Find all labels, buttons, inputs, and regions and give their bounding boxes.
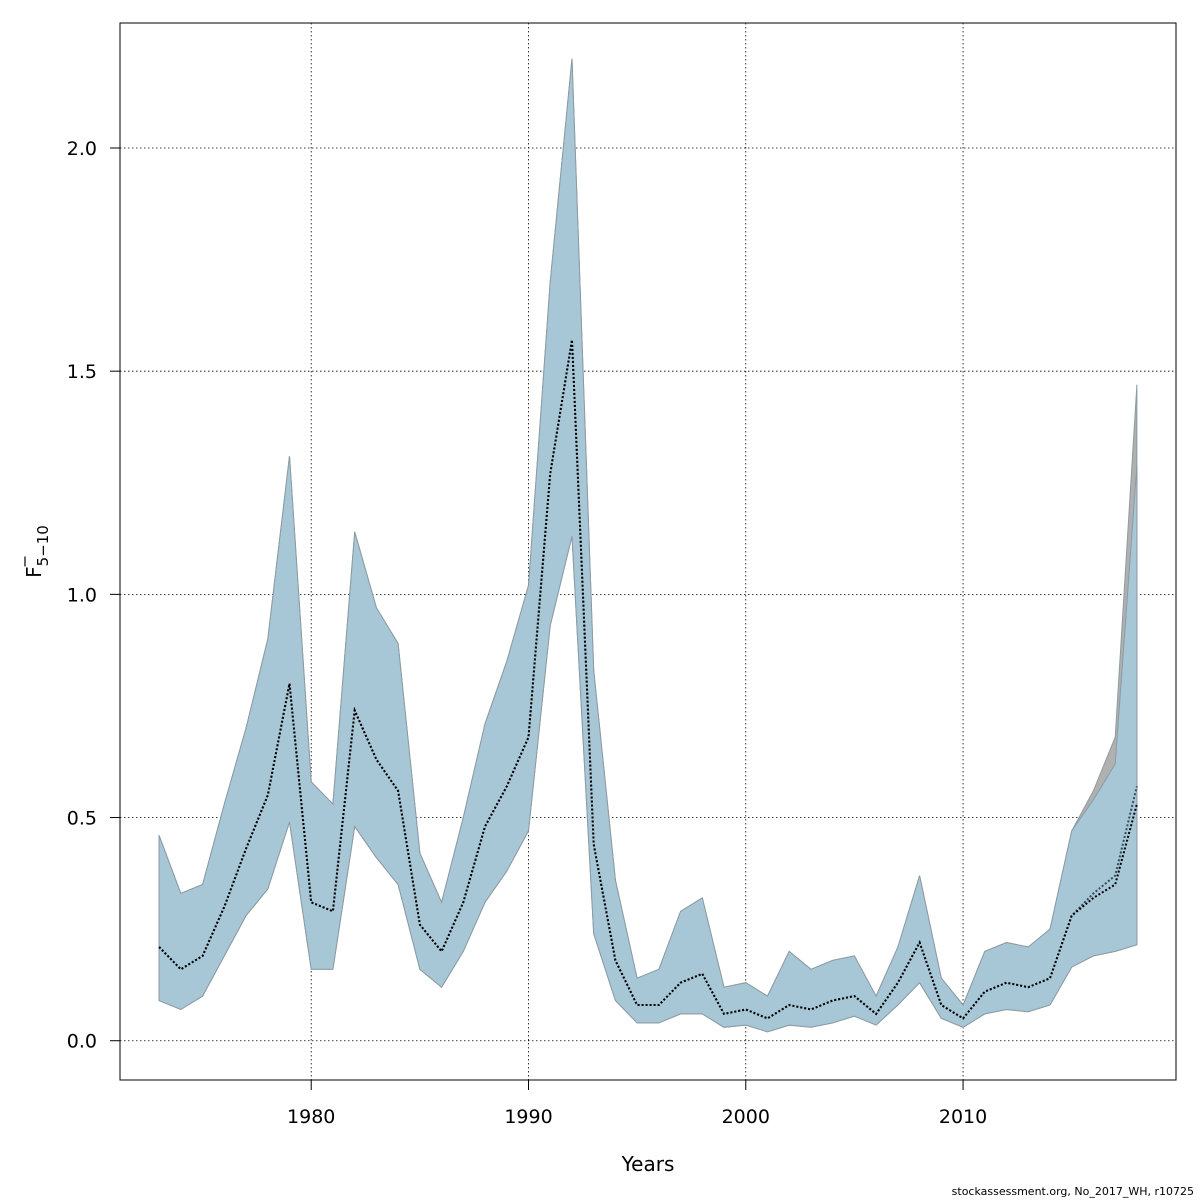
confidence-bands	[158, 58, 1138, 1033]
x-tick-label: 2000	[722, 1106, 770, 1128]
svg-text:F5−10: F5−10	[22, 525, 52, 578]
y-tick-label: 0.5	[67, 808, 97, 830]
x-tick-label: 1990	[504, 1106, 552, 1128]
estimate-lines	[158, 339, 1138, 1020]
footer-credit: stockassessment.org, No_2017_WH, r10725	[951, 1185, 1194, 1198]
y-tick-label: 1.0	[67, 584, 97, 606]
y-tick-label: 0.0	[67, 1031, 97, 1053]
y-tick-label: 1.5	[67, 361, 97, 383]
confidence-band	[158, 58, 1138, 1033]
x-tick-label: 1980	[287, 1106, 335, 1128]
y-axis-title-base: F	[22, 566, 46, 578]
x-tick-label: 2010	[939, 1106, 987, 1128]
y-axis-title-subscript: 5−10	[34, 525, 52, 566]
y-axis: 0.0 0.5 1.0 1.5 2.0	[67, 138, 120, 1053]
x-axis: 1980 1990 2000 2010	[287, 1080, 987, 1128]
y-axis-title: F5−10	[22, 525, 52, 578]
y-tick-label: 2.0	[67, 138, 97, 160]
x-axis-title: Years	[621, 1152, 675, 1176]
estimate-line	[158, 339, 1138, 1020]
plot-frame	[119, 22, 1177, 1081]
